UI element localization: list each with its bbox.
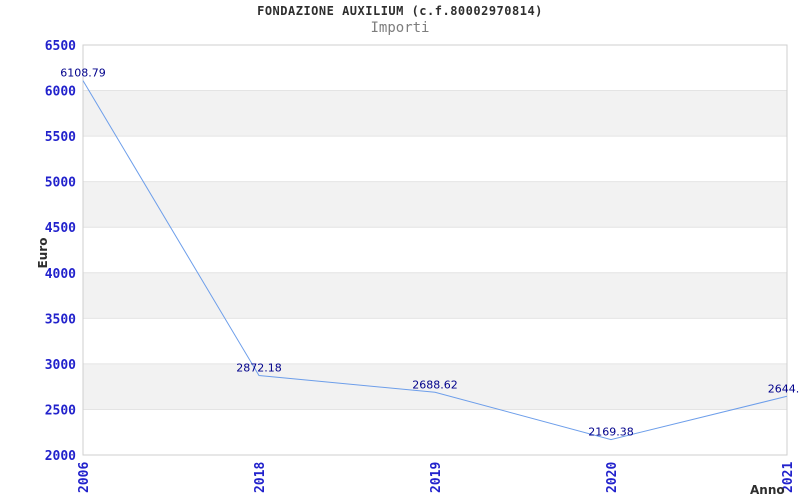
plot-band [83, 181, 787, 228]
y-tick-label: 4500 [45, 221, 76, 236]
y-tick-label: 2000 [45, 449, 76, 464]
value-label: 2872.18 [236, 362, 282, 375]
plot-border [82, 44, 788, 456]
x-axis-title: Anno [750, 483, 785, 497]
x-tick-label: 2006 [77, 462, 92, 493]
y-tick-label: 2500 [45, 403, 76, 418]
y-tick-label: 5000 [45, 176, 76, 191]
value-label: 2644.5 [768, 382, 800, 395]
x-tick-label: 2019 [429, 462, 444, 493]
y-tick-label: 6000 [45, 85, 76, 100]
y-tick-label: 6500 [45, 39, 76, 54]
plot-band [83, 363, 787, 410]
plot-band [83, 90, 787, 137]
y-axis-title: Euro [36, 238, 50, 269]
x-tick-label: 2020 [605, 462, 620, 493]
y-tick-label: 4000 [45, 267, 76, 282]
value-label: 6108.79 [60, 67, 106, 80]
y-tick-label: 5500 [45, 130, 76, 145]
x-tick-label: 2021 [781, 462, 796, 493]
value-label: 2688.62 [412, 378, 458, 391]
x-tick-label: 2018 [253, 462, 268, 493]
data-line [82, 80, 788, 441]
plot-band [83, 272, 787, 319]
chart-title: FONDAZIONE AUXILIUM (c.f.80002970814) [257, 4, 543, 18]
y-tick-label: 3500 [45, 312, 76, 327]
value-label: 2169.38 [588, 426, 634, 439]
chart-subtitle: Importi [370, 20, 430, 36]
y-tick-label: 3000 [45, 358, 76, 373]
